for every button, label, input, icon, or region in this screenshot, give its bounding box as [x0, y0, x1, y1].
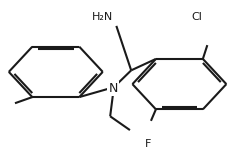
- Text: N: N: [108, 82, 118, 95]
- Text: Cl: Cl: [191, 12, 202, 22]
- Text: F: F: [145, 139, 152, 149]
- Text: H₂N: H₂N: [92, 12, 113, 22]
